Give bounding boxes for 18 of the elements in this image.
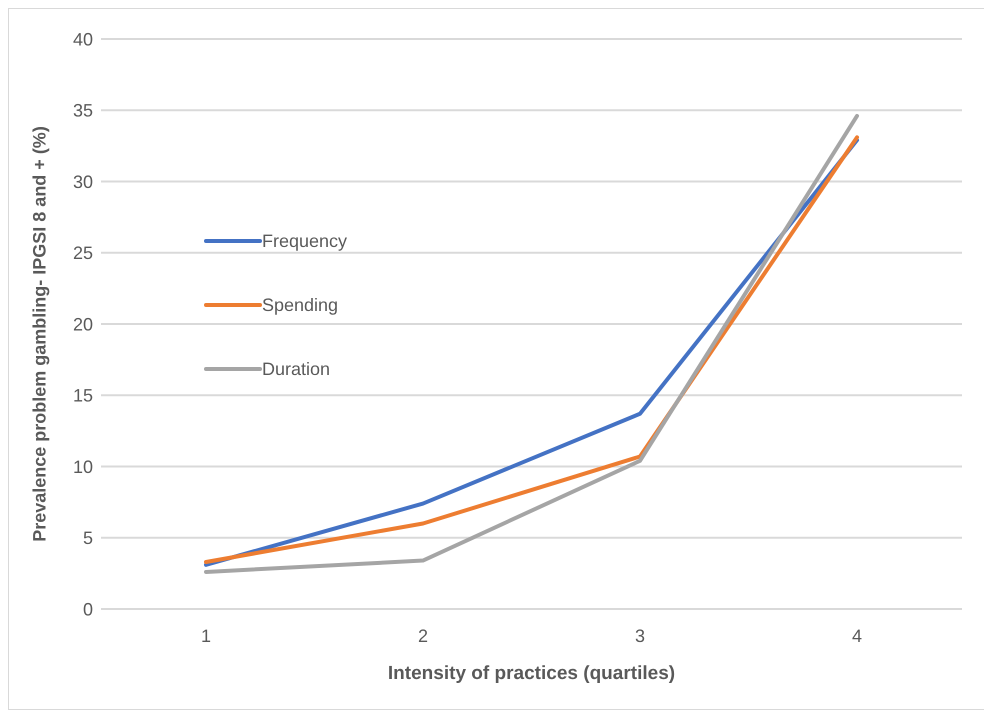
legend-label: Duration (262, 358, 330, 380)
y-axis-title: Prevalence problem gambling- IPGSI 8 and + (%) (29, 126, 50, 542)
x-tick-label: 1 (200, 626, 212, 646)
x-tick-label: 4 (852, 626, 862, 646)
y-tick-label: 40 (72, 29, 93, 50)
y-tick-label: 30 (72, 172, 93, 192)
x-tick-label: 2 (418, 626, 428, 646)
x-tick-label: 3 (634, 626, 646, 646)
y-tick-label: 10 (72, 456, 93, 477)
y-tick-label: 35 (72, 100, 93, 121)
y-tick-label: 0 (82, 599, 93, 620)
y-tick-label: 5 (82, 528, 93, 548)
y-tick-label: 25 (72, 243, 93, 264)
x-axis-title: Intensity of practices (quartiles) (388, 663, 676, 684)
legend-label: Frequency (262, 230, 348, 252)
legend-label: Spending (262, 294, 338, 316)
y-tick-label: 20 (72, 314, 93, 334)
y-tick-label: 15 (72, 386, 93, 406)
